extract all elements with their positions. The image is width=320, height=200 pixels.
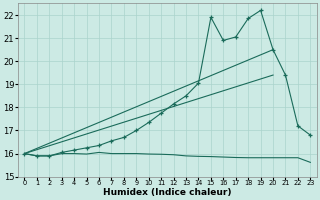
X-axis label: Humidex (Indice chaleur): Humidex (Indice chaleur) — [103, 188, 232, 197]
